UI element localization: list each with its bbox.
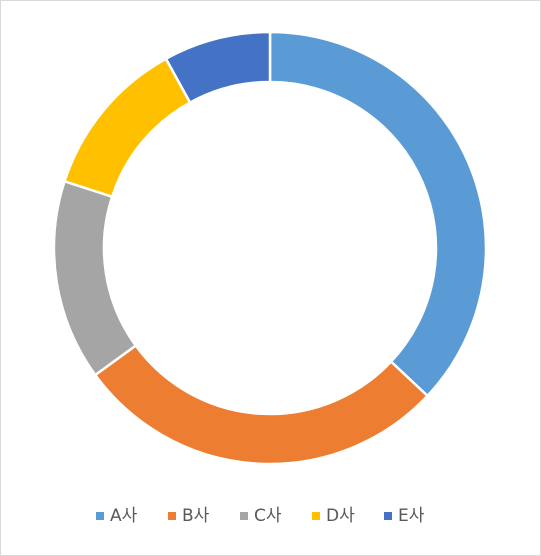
legend-label: E사 — [398, 506, 425, 526]
legend-label: B사 — [182, 506, 210, 526]
donut-segment — [268, 30, 488, 398]
donut-segment — [164, 30, 272, 105]
legend-swatch — [384, 512, 392, 520]
legend-swatch — [240, 512, 248, 520]
legend-label: A사 — [110, 506, 138, 526]
legend-swatch — [168, 512, 176, 520]
legend-label: D사 — [326, 506, 355, 526]
legend-swatch — [312, 512, 320, 520]
legend-swatch — [96, 512, 104, 520]
legend-label: C사 — [254, 506, 282, 526]
